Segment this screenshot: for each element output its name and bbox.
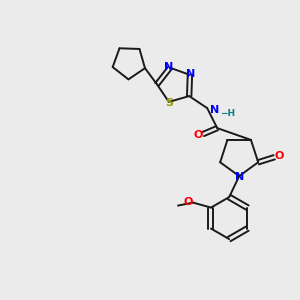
Text: S: S (165, 98, 173, 108)
Text: N: N (235, 172, 244, 182)
Text: O: O (274, 151, 284, 161)
Text: N: N (164, 62, 174, 72)
Text: N: N (186, 69, 196, 79)
Text: −H: −H (220, 109, 235, 118)
Text: O: O (183, 196, 193, 207)
Text: N: N (210, 105, 219, 115)
Text: O: O (194, 130, 203, 140)
